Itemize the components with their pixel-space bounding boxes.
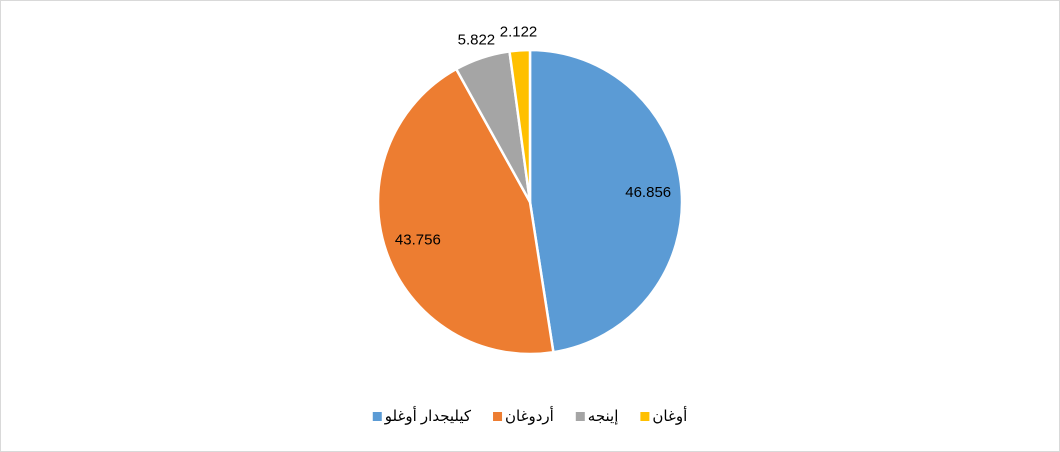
legend-label: إينجه bbox=[588, 408, 619, 425]
legend-label: أوغان bbox=[652, 406, 687, 425]
data-label: 2.122 bbox=[500, 23, 538, 40]
pie-slice bbox=[528, 48, 684, 354]
legend-swatch bbox=[575, 412, 585, 421]
legend-swatch bbox=[493, 412, 503, 421]
pie-slice bbox=[376, 67, 555, 356]
legend-label: كيليجدار أوغلو bbox=[384, 406, 472, 425]
data-label: 43.756 bbox=[395, 231, 441, 248]
pie-slice bbox=[508, 48, 532, 203]
data-label: 46.856 bbox=[625, 184, 671, 201]
legend-swatch bbox=[640, 412, 650, 421]
data-label: 5.822 bbox=[458, 32, 496, 49]
legend-label: أردوغان bbox=[505, 406, 554, 425]
legend-swatch bbox=[372, 412, 382, 421]
